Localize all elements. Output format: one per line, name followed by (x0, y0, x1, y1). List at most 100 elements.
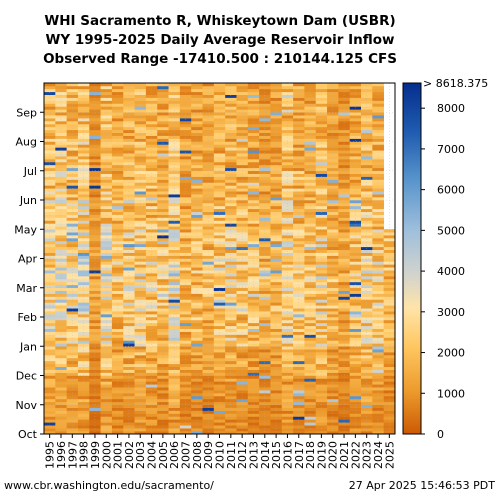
heatmap-cell (66, 290, 79, 294)
heatmap-cell (55, 314, 67, 318)
heatmap-cell (327, 287, 339, 291)
heatmap-cell (145, 281, 158, 286)
heatmap-cell (259, 223, 271, 227)
heatmap-cell (55, 97, 67, 101)
heatmap-cell (304, 188, 317, 192)
heatmap-cell (236, 319, 249, 324)
heatmap-cell (327, 278, 339, 283)
heatmap-cell (338, 156, 351, 160)
heatmap-cell (168, 340, 181, 344)
heatmap-cell (304, 311, 317, 315)
heatmap-cell (168, 176, 181, 180)
heatmap-cell (44, 322, 56, 327)
heatmap-cell (293, 407, 305, 411)
heatmap-cell (123, 211, 135, 215)
heatmap-cell (157, 334, 169, 338)
colorbar-tick-label: 8000 (437, 102, 465, 115)
heatmap-cell (66, 194, 79, 198)
heatmap-cell (202, 340, 215, 344)
heatmap-cell (270, 200, 283, 204)
heatmap-cell (259, 311, 271, 315)
heatmap-cell (44, 88, 56, 93)
heatmap-cell (259, 398, 271, 403)
heatmap-cell (259, 197, 271, 201)
heatmap-cell (145, 153, 158, 157)
heatmap-cell (100, 211, 113, 215)
heatmap-cell (361, 413, 373, 417)
heatmap-cell (55, 387, 67, 391)
heatmap-cell (372, 161, 384, 166)
heatmap-cell (270, 319, 283, 324)
heatmap-cell (225, 205, 237, 210)
heatmap-cell (77, 191, 90, 195)
heatmap-cell (281, 276, 294, 280)
heatmap-cell (236, 217, 249, 221)
heatmap-cell (55, 91, 67, 95)
heatmap-cell (44, 398, 56, 403)
heatmap-cell (270, 97, 283, 101)
heatmap-cell (293, 416, 305, 420)
heatmap-cell (77, 83, 90, 87)
heatmap-cell (281, 390, 294, 394)
heatmap-cell (293, 150, 305, 154)
heatmap-cell (145, 340, 158, 344)
heatmap-cell (225, 404, 237, 408)
heatmap-cell (315, 317, 328, 321)
heatmap-cell (349, 416, 362, 420)
heatmap-cell (327, 179, 339, 183)
heatmap-cell (304, 404, 317, 408)
heatmap-cell (100, 191, 113, 195)
heatmap-cell (202, 176, 215, 180)
heatmap-cell (270, 398, 283, 403)
heatmap-cell (361, 85, 373, 90)
heatmap-cell (327, 328, 339, 332)
heatmap-cell (100, 153, 113, 157)
heatmap-cell (168, 390, 181, 394)
heatmap-cell (293, 153, 305, 157)
heatmap-cell (202, 393, 215, 397)
heatmap-cell (145, 299, 158, 303)
heatmap-cell (361, 340, 373, 344)
heatmap-cell (372, 302, 384, 306)
heatmap-cell (134, 276, 147, 280)
heatmap-cell (123, 100, 135, 104)
heatmap-cell (191, 217, 203, 221)
heatmap-cell (111, 337, 124, 341)
heatmap-cell (55, 208, 67, 212)
heatmap-cell (145, 167, 158, 172)
heatmap-cell (134, 217, 147, 221)
heatmap-cell (100, 317, 113, 321)
heatmap-cell (134, 317, 147, 321)
heatmap-cell (361, 431, 373, 435)
heatmap-cell (225, 281, 237, 286)
heatmap-cell (293, 179, 305, 183)
heatmap-cell (304, 100, 317, 104)
heatmap-cell (145, 325, 158, 329)
heatmap-cell (372, 425, 384, 429)
heatmap-cell (191, 83, 203, 87)
heatmap-cell (100, 264, 113, 268)
heatmap-cell (100, 393, 113, 397)
heatmap-cell (304, 147, 317, 151)
heatmap-cell (123, 302, 135, 306)
heatmap-cell (123, 191, 135, 195)
heatmap-cell (225, 340, 237, 344)
heatmap-cell (89, 422, 101, 426)
heatmap-cell (270, 287, 283, 291)
heatmap-cell (213, 395, 226, 400)
heatmap-cell (111, 85, 124, 90)
heatmap-cell (259, 287, 271, 291)
heatmap-cell (281, 340, 294, 344)
heatmap-cell (89, 273, 101, 277)
heatmap-cell (338, 100, 351, 104)
heatmap-cell (55, 331, 67, 335)
heatmap-cell (327, 319, 339, 324)
heatmap-cell (349, 422, 362, 426)
heatmap-cell (111, 159, 124, 163)
heatmap-cell (134, 170, 147, 174)
heatmap-cell (361, 205, 373, 210)
heatmap-cell (225, 287, 237, 291)
heatmap-cell (281, 407, 294, 411)
heatmap-cell (111, 197, 124, 201)
heatmap-cell (372, 91, 384, 95)
